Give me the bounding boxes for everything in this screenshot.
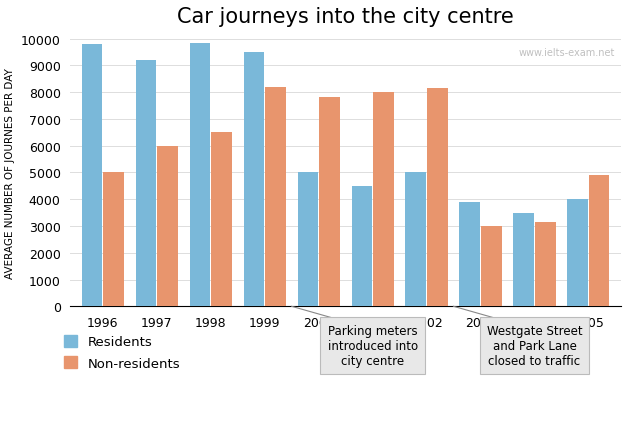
Bar [513, 213, 534, 307]
Text: www.ielts-exam.net: www.ielts-exam.net [519, 47, 615, 57]
Title: Car journeys into the city centre: Car journeys into the city centre [177, 7, 514, 27]
Bar [406, 173, 426, 307]
Bar [103, 173, 124, 307]
Text: Parking meters
introduced into
city centre: Parking meters introduced into city cent… [328, 324, 418, 367]
Y-axis label: AVERAGE NUMBER OF JOURNES PER DAY: AVERAGE NUMBER OF JOURNES PER DAY [5, 68, 15, 278]
Bar [481, 226, 502, 307]
Bar [589, 176, 609, 307]
Bar [189, 43, 210, 307]
Bar [157, 146, 178, 307]
Text: Westgate Street
and Park Lane
closed to traffic: Westgate Street and Park Lane closed to … [486, 324, 582, 367]
Bar [568, 200, 588, 307]
Bar [535, 223, 556, 307]
Bar [244, 53, 264, 307]
Bar [136, 61, 156, 307]
Bar [211, 133, 232, 307]
Bar [373, 93, 394, 307]
Legend: Residents, Non-residents: Residents, Non-residents [64, 335, 180, 370]
Bar [82, 45, 102, 307]
Bar [319, 98, 340, 307]
Bar [351, 187, 372, 307]
Bar [427, 89, 447, 307]
Bar [265, 88, 285, 307]
Bar [298, 173, 318, 307]
Bar [460, 202, 480, 307]
